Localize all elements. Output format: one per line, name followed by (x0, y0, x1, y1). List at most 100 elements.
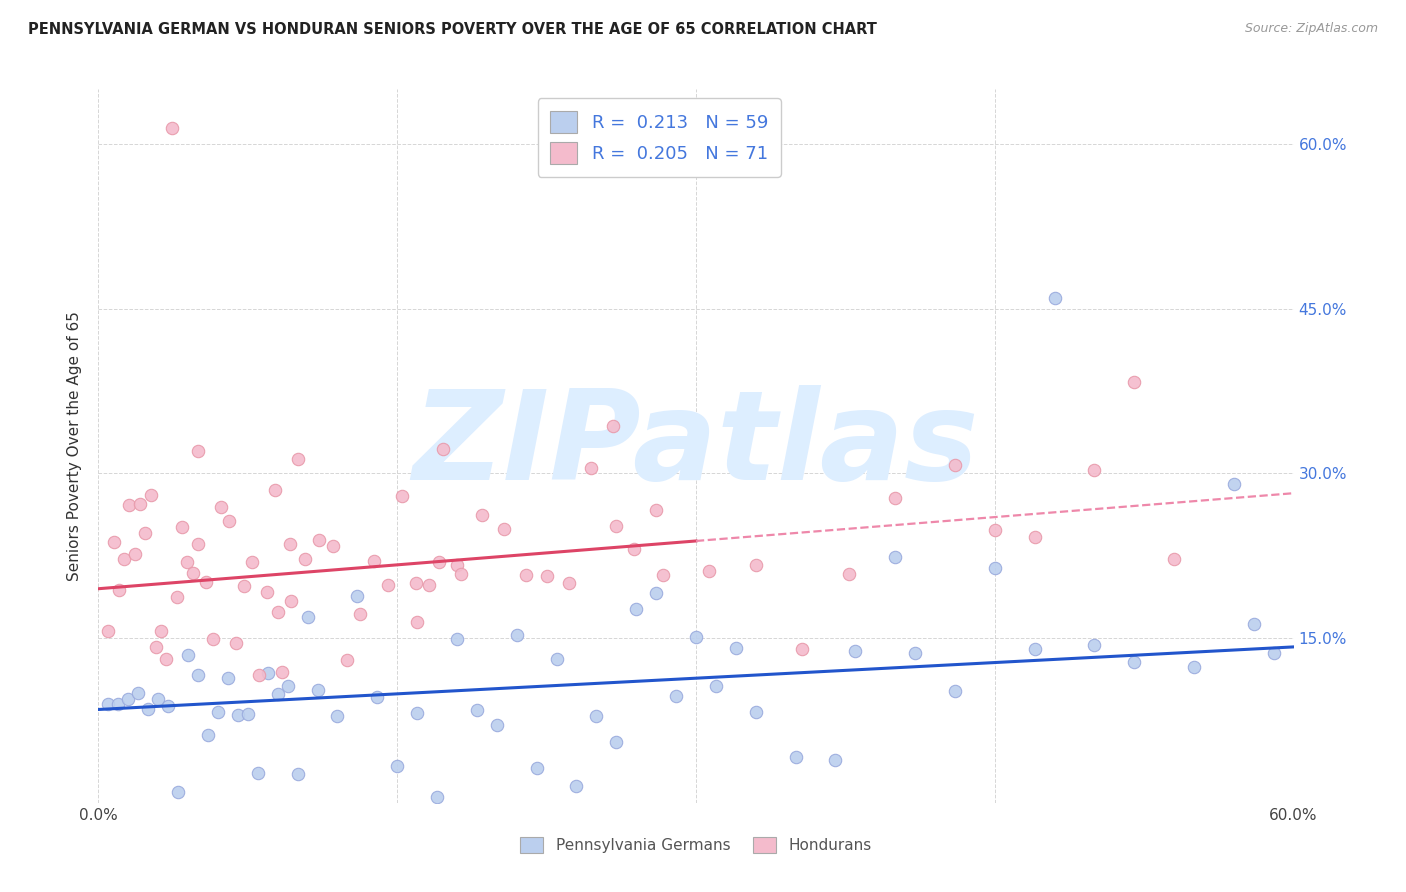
Point (103, 535, 125, 549)
Point (160, 120, 183, 135)
Point (209, 500, 232, 514)
Point (124, 547, 146, 561)
Point (166, 590, 188, 604)
Point (506, 627, 529, 641)
Point (824, 753, 846, 767)
Point (943, 683, 966, 698)
Point (1043, 291, 1066, 305)
Point (432, 442, 454, 457)
Point (263, 483, 285, 497)
Point (287, 451, 309, 466)
Point (118, 498, 141, 512)
Point (256, 585, 278, 599)
Point (984, 561, 1007, 575)
Point (172, 520, 194, 534)
Point (446, 632, 468, 646)
Point (134, 526, 156, 541)
Point (136, 702, 159, 716)
Point (155, 652, 177, 666)
Point (526, 761, 548, 775)
Point (1024, 641, 1046, 656)
Point (157, 698, 180, 713)
Point (267, 605, 290, 619)
Point (336, 653, 359, 667)
Text: PENNSYLVANIA GERMAN VS HONDURAN SENIORS POVERTY OVER THE AGE OF 65 CORRELATION C: PENNSYLVANIA GERMAN VS HONDURAN SENIORS … (28, 22, 877, 37)
Point (645, 586, 668, 600)
Point (117, 691, 139, 706)
Point (391, 489, 413, 503)
Point (233, 579, 256, 593)
Point (108, 582, 131, 597)
Point (651, 567, 673, 582)
Point (277, 679, 299, 693)
Point (1083, 638, 1105, 652)
Point (322, 539, 344, 553)
Point (418, 577, 440, 591)
Point (246, 766, 269, 780)
Point (139, 488, 162, 502)
Point (267, 687, 290, 701)
Point (307, 683, 329, 698)
Point (605, 735, 627, 749)
Point (217, 671, 239, 685)
Point (1123, 655, 1146, 669)
Point (724, 641, 747, 656)
Point (623, 542, 645, 557)
Legend: Pennsylvania Germans, Hondurans: Pennsylvania Germans, Hondurans (515, 831, 877, 859)
Point (187, 444, 209, 458)
Text: Source: ZipAtlas.com: Source: ZipAtlas.com (1244, 22, 1378, 36)
Point (218, 514, 240, 528)
Point (287, 767, 309, 781)
Point (427, 555, 450, 569)
Point (1083, 463, 1105, 477)
Point (202, 632, 225, 646)
Point (97, 697, 120, 711)
Point (97, 624, 120, 638)
Point (602, 419, 624, 434)
Point (346, 589, 368, 603)
Point (207, 705, 229, 719)
Point (697, 565, 720, 579)
Point (127, 686, 149, 700)
Point (1222, 477, 1246, 491)
Point (225, 636, 247, 650)
Point (280, 593, 302, 607)
Point (515, 567, 537, 582)
Point (176, 556, 198, 570)
Point (1263, 646, 1285, 660)
Point (406, 615, 429, 630)
Point (240, 555, 263, 569)
Y-axis label: Seniors Poverty Over the Age of 65: Seniors Poverty Over the Age of 65 (67, 311, 83, 581)
Point (1123, 375, 1146, 389)
Point (405, 575, 427, 590)
Point (278, 537, 301, 551)
Point (605, 518, 627, 533)
Point (247, 668, 270, 682)
Point (745, 558, 768, 573)
Point (129, 497, 152, 511)
Point (785, 750, 807, 764)
Point (984, 523, 1007, 537)
Point (579, 460, 602, 475)
Point (112, 552, 135, 566)
Point (385, 758, 409, 772)
Point (194, 574, 217, 589)
Text: ZIPatlas: ZIPatlas (413, 385, 979, 507)
Point (904, 647, 927, 661)
Point (197, 728, 219, 742)
Point (450, 566, 472, 581)
Point (326, 709, 349, 723)
Point (943, 458, 966, 472)
Point (363, 553, 385, 567)
Point (585, 709, 607, 723)
Point (236, 706, 259, 721)
Point (884, 549, 907, 564)
Point (485, 718, 508, 732)
Point (844, 644, 866, 658)
Point (704, 679, 727, 693)
Point (167, 785, 190, 799)
Point (226, 708, 249, 723)
Point (685, 630, 707, 644)
Point (665, 689, 688, 703)
Point (1163, 551, 1185, 566)
